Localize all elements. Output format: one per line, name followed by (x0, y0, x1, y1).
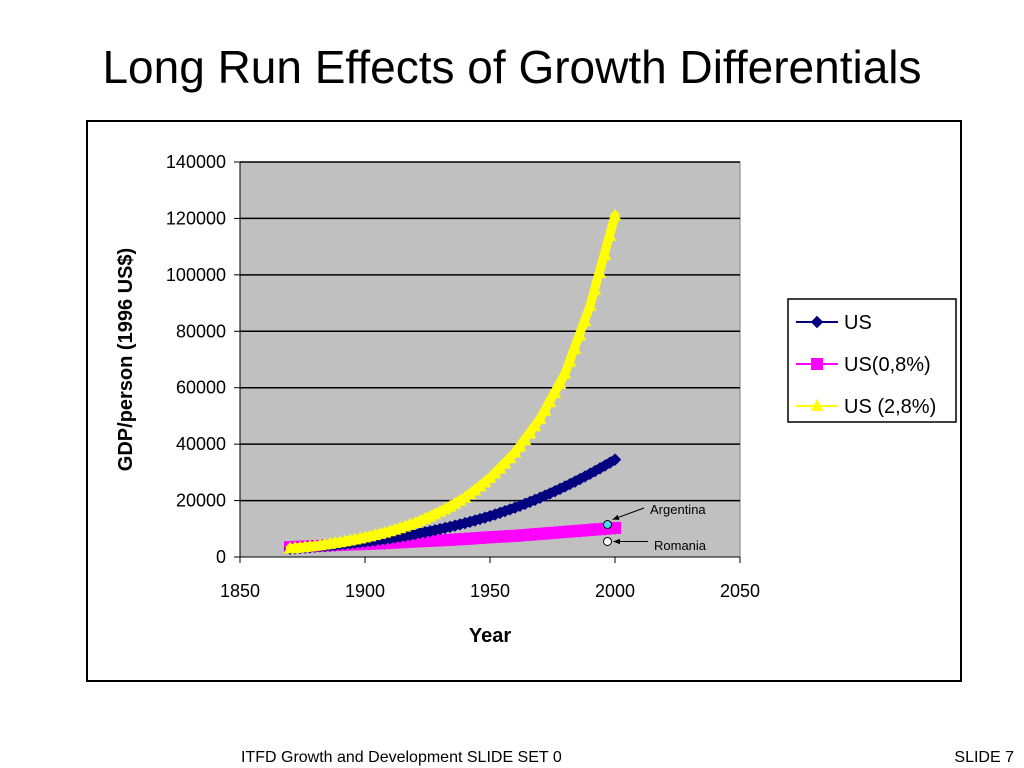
data-point (608, 453, 622, 466)
footer-slide-number: SLIDE 7 (954, 749, 1014, 766)
y-tick-label: 80000 (176, 321, 226, 341)
x-tick-label: 1850 (220, 581, 260, 601)
legend-label-triangle: US (2,8%) (844, 396, 936, 418)
series-triangle (283, 208, 622, 554)
data-point (523, 426, 537, 439)
data-point (518, 433, 532, 446)
x-tick-label: 1950 (470, 581, 510, 601)
y-tick-label: 0 (216, 547, 226, 567)
y-tick-label: 140000 (166, 152, 226, 172)
gdp-chart: 0 20000 40000 60000 80000 100000 120000 140000 1… (115, 152, 957, 647)
data-point (568, 341, 582, 354)
x-axis-title: Year (469, 625, 511, 647)
x-tick-label: 2000 (595, 581, 635, 601)
argentina-point (603, 520, 612, 530)
argentina-label: Argentina (650, 502, 706, 517)
y-tick-label: 40000 (176, 434, 226, 454)
data-point (608, 208, 622, 221)
data-point (543, 395, 557, 408)
argentina-arrowhead (612, 514, 620, 520)
y-tick-label: 120000 (166, 208, 226, 228)
data-point (538, 403, 552, 416)
data-point (528, 419, 542, 432)
data-point (508, 445, 522, 458)
romania-arrowhead (613, 538, 620, 545)
data-point (588, 282, 602, 295)
y-axis-title: GDP/person (1996 US$) (115, 248, 137, 471)
y-tick-label: 20000 (176, 491, 226, 511)
legend-label-diamond: US (844, 312, 872, 334)
x-tick-label: 1900 (345, 581, 385, 601)
legend-marker-triangle (810, 398, 824, 411)
data-point (533, 411, 547, 424)
data-point (513, 439, 527, 452)
data-point (563, 354, 577, 367)
data-point (598, 247, 612, 260)
data-point (603, 228, 617, 241)
legend-marker-square (811, 358, 823, 370)
x-tick-label: 2050 (720, 581, 760, 601)
y-tick-label: 100000 (166, 265, 226, 285)
data-point (583, 298, 597, 311)
data-point (548, 386, 562, 399)
chart-frame: 0 20000 40000 60000 80000 100000 120000 140000 1… (86, 120, 962, 682)
romania-point (603, 536, 612, 546)
plot-area (239, 161, 741, 558)
data-point (573, 328, 587, 341)
footer-course: ITFD Growth and Development SLIDE SET 0 (241, 749, 562, 766)
data-point (553, 376, 567, 389)
legend-label-square: US(0,8%) (844, 354, 931, 376)
slide-title: Long Run Effects of Growth Differentials (102, 41, 922, 93)
y-tick-label: 60000 (176, 378, 226, 398)
data-point (558, 366, 572, 379)
data-point (578, 314, 592, 327)
data-point (593, 265, 607, 278)
legend-marker-diamond (810, 315, 824, 329)
romania-label: Romania (654, 538, 707, 553)
